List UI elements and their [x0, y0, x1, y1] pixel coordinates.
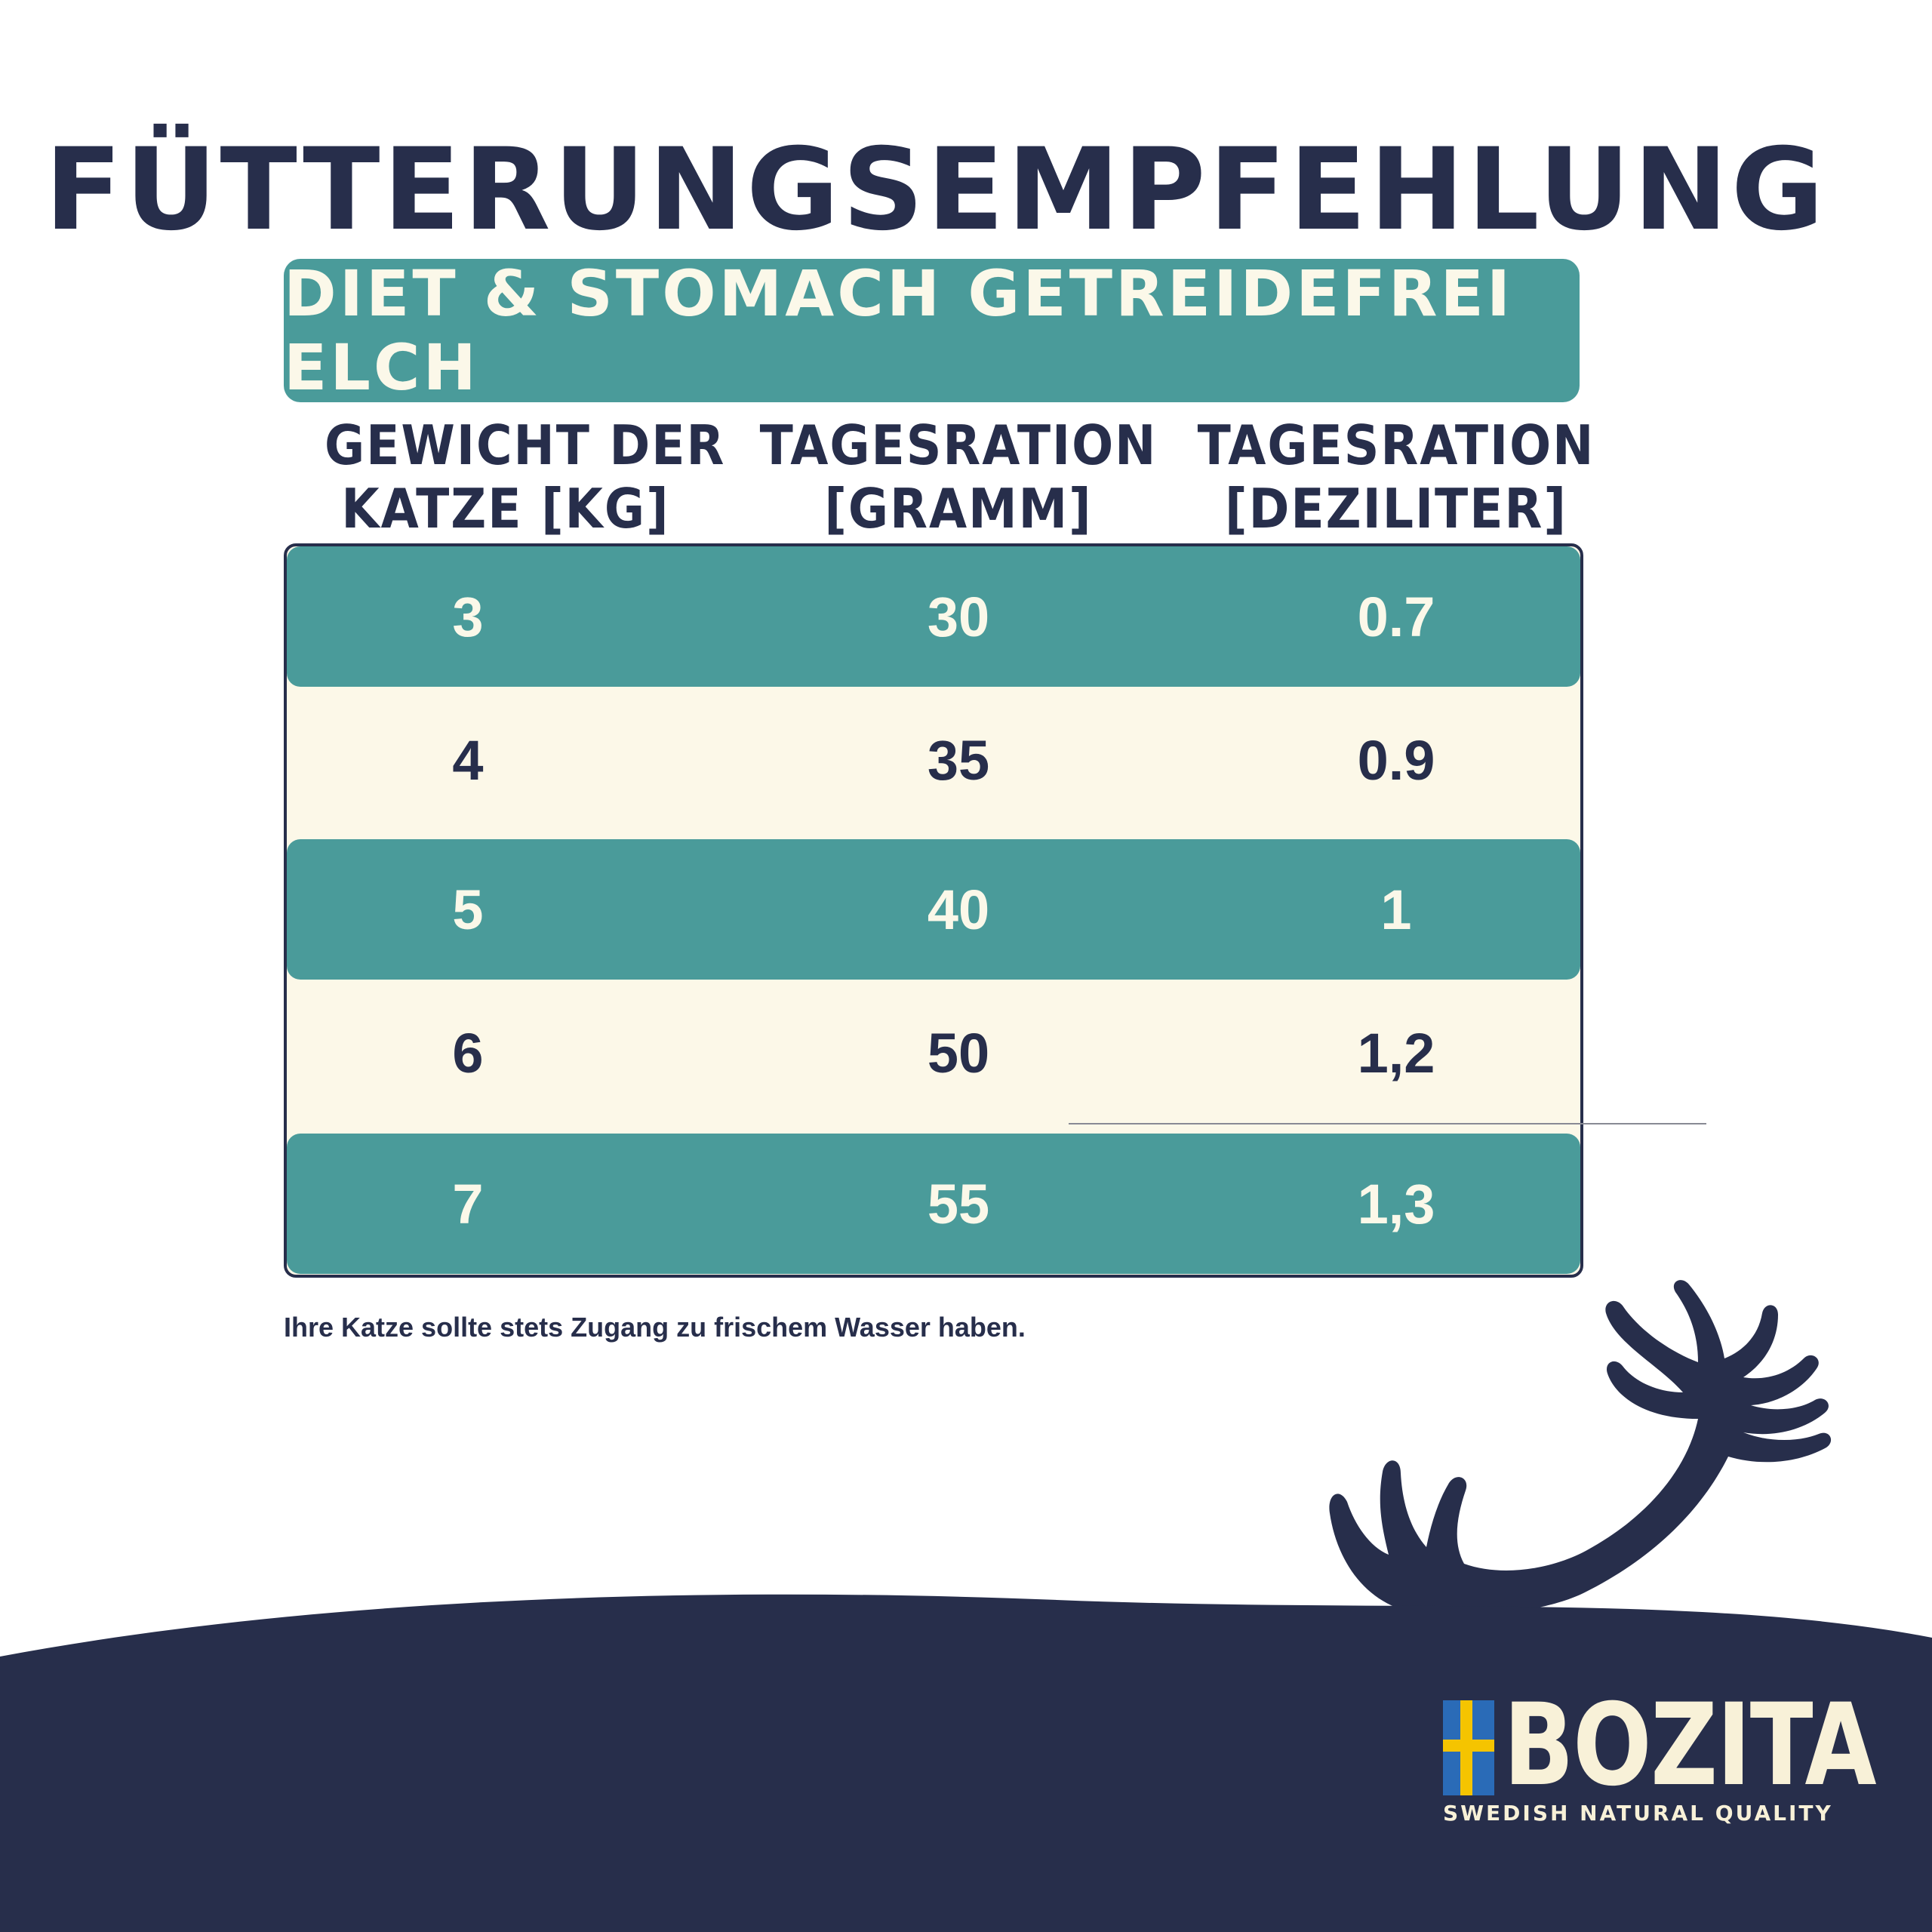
page-title: FÜTTERUNGSEMPFEHLUNG	[45, 125, 1827, 256]
bozita-logo: BOZITA SWEDISH NATURAL QUALITY	[1443, 1689, 1877, 1826]
table-row: 7 55 1,3	[287, 1134, 1580, 1274]
table-row: 3 30 0.7	[287, 546, 1580, 687]
cell-weight: 6	[452, 1021, 484, 1084]
cell-deciliter: 1	[1380, 878, 1412, 941]
column-header-gram: TAGESRATION [GRAMM]	[755, 414, 1162, 540]
column-header-weight-line2: KATZE [KG]	[341, 477, 670, 540]
cell-gram: 40	[927, 878, 990, 941]
cell-deciliter: 0.7	[1357, 585, 1435, 648]
product-name: DIET & STOMACH GETREIDEFREI ELCH	[284, 257, 1514, 405]
cell-gram: 35	[927, 728, 990, 792]
footer-hill	[0, 1594, 1932, 1932]
table-row: 6 50 1,2	[287, 983, 1580, 1123]
product-banner: DIET & STOMACH GETREIDEFREI ELCH	[284, 257, 1580, 405]
table-row: 5 40 1	[287, 839, 1580, 980]
cell-weight: 4	[452, 728, 484, 792]
cell-deciliter: 1,2	[1357, 1021, 1435, 1084]
column-header-weight: GEWICHT DER KATZE [KG]	[325, 414, 726, 540]
cell-weight: 5	[452, 878, 484, 941]
cell-gram: 30	[927, 585, 990, 648]
column-header-gram-line2: [GRAMM]	[824, 477, 1093, 540]
cell-deciliter: 0.9	[1357, 728, 1435, 792]
column-header-weight-line1: GEWICHT DER	[325, 414, 726, 477]
divider-line	[1069, 1123, 1706, 1124]
cell-gram: 50	[927, 1021, 990, 1084]
column-header-deciliter-line1: TAGESRATION	[1197, 414, 1595, 477]
water-note: Ihre Katze sollte stets Zugang zu frisch…	[284, 1312, 1026, 1343]
feeding-table: 3 30 0.7 4 35 0.9 5 40 1 6 50 1,2 7 55 1…	[284, 543, 1583, 1278]
column-header-gram-line1: TAGESRATION	[759, 414, 1158, 477]
cell-weight: 3	[452, 585, 484, 648]
table-row: 4 35 0.9	[287, 690, 1580, 830]
column-header-deciliter: TAGESRATION [DEZILITER]	[1192, 414, 1600, 540]
cell-gram: 55	[927, 1172, 990, 1235]
brand-tagline: SWEDISH NATURAL QUALITY	[1443, 1801, 1833, 1826]
moose-antler-icon	[1329, 1280, 1832, 1615]
brand-name: BOZITA	[1503, 1680, 1877, 1811]
column-header-deciliter-line2: [DEZILITER]	[1225, 477, 1567, 540]
swedish-flag-icon	[1443, 1700, 1494, 1795]
cell-weight: 7	[452, 1172, 484, 1235]
cell-deciliter: 1,3	[1357, 1172, 1435, 1235]
